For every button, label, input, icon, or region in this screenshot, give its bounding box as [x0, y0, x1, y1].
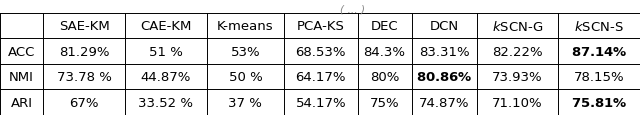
Text: 78.15%: 78.15%: [574, 71, 625, 83]
Text: DEC: DEC: [371, 20, 398, 33]
Text: 83.31%: 83.31%: [419, 45, 470, 58]
Text: SAE-KM: SAE-KM: [59, 20, 109, 33]
Text: NMI: NMI: [9, 71, 34, 83]
Text: 68.53%: 68.53%: [296, 45, 346, 58]
Text: 67%: 67%: [69, 96, 99, 109]
Text: 33.52 %: 33.52 %: [138, 96, 193, 109]
Text: 73.78 %: 73.78 %: [57, 71, 111, 83]
Text: 64.17%: 64.17%: [296, 71, 346, 83]
Text: 54.17%: 54.17%: [296, 96, 346, 109]
Text: 84.3%: 84.3%: [364, 45, 406, 58]
Text: 71.10%: 71.10%: [492, 96, 543, 109]
Text: $k$SCN-S: $k$SCN-S: [574, 20, 624, 33]
Text: ACC: ACC: [8, 45, 35, 58]
Text: ARI: ARI: [11, 96, 33, 109]
Text: 50 %: 50 %: [228, 71, 262, 83]
Text: DCN: DCN: [429, 20, 459, 33]
Text: 82.22%: 82.22%: [492, 45, 543, 58]
Text: 74.87%: 74.87%: [419, 96, 469, 109]
Text: K-means: K-means: [217, 20, 274, 33]
Text: 81.29%: 81.29%: [59, 45, 109, 58]
Text: ( $\ldots$ ): ( $\ldots$ ): [339, 3, 365, 16]
Text: 75%: 75%: [370, 96, 399, 109]
Text: $\mathbf{87.14\%}$: $\mathbf{87.14\%}$: [571, 45, 627, 58]
Text: 53%: 53%: [230, 45, 260, 58]
Text: PCA-KS: PCA-KS: [297, 20, 345, 33]
Text: 37 %: 37 %: [228, 96, 262, 109]
Text: $\mathbf{75.81 \%}$: $\mathbf{75.81 \%}$: [571, 96, 627, 109]
Text: 51 %: 51 %: [149, 45, 183, 58]
Text: CAE-KM: CAE-KM: [140, 20, 191, 33]
Text: 80%: 80%: [370, 71, 399, 83]
Text: 44.87%: 44.87%: [141, 71, 191, 83]
Text: 73.93%: 73.93%: [492, 71, 543, 83]
Text: $k$SCN-G: $k$SCN-G: [492, 20, 543, 33]
Text: $\mathbf{80.86\%}$: $\mathbf{80.86\%}$: [416, 71, 472, 83]
